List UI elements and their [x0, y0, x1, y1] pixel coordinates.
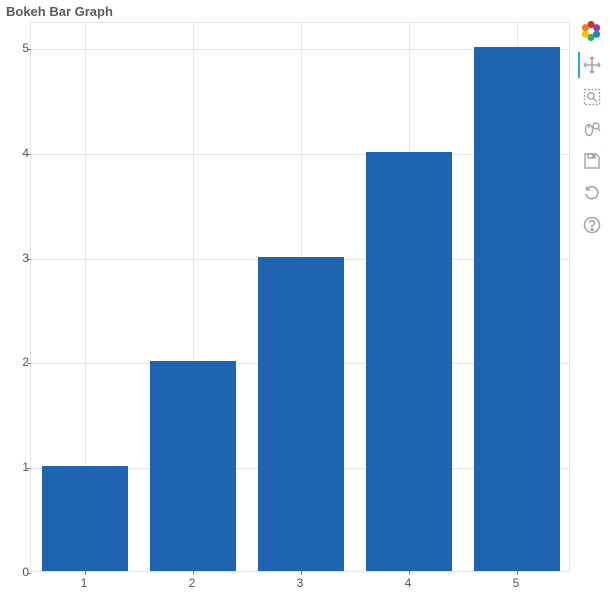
- x-tick-mark: [193, 571, 194, 575]
- bar[interactable]: [150, 361, 236, 571]
- bar[interactable]: [42, 466, 128, 571]
- reset-tool-icon[interactable]: [578, 180, 604, 206]
- plot-area[interactable]: [30, 22, 570, 572]
- y-tick-label: 0: [5, 565, 29, 579]
- help-tool-icon[interactable]: [578, 212, 604, 238]
- chart-title: Bokeh Bar Graph: [6, 4, 113, 19]
- y-tick-label: 4: [5, 146, 29, 160]
- bokeh-logo-icon[interactable]: [580, 20, 602, 42]
- y-tick-label: 2: [5, 355, 29, 369]
- wheel-zoom-tool-icon[interactable]: [578, 116, 604, 142]
- pan-tool-icon[interactable]: [578, 52, 604, 78]
- y-tick-label: 3: [5, 251, 29, 265]
- x-tick-label: 1: [81, 576, 88, 590]
- x-tick-label: 3: [297, 576, 304, 590]
- save-tool-icon[interactable]: [578, 148, 604, 174]
- x-tick-mark: [409, 571, 410, 575]
- bar[interactable]: [366, 152, 452, 571]
- chart-container: Bokeh Bar Graph 0 1 2 3 4 5 1 2 3 4 5: [0, 0, 575, 607]
- y-tick-label: 5: [5, 41, 29, 55]
- box-zoom-tool-icon[interactable]: [578, 84, 604, 110]
- y-tick-label: 1: [5, 460, 29, 474]
- toolbar: [576, 20, 606, 238]
- x-tick-mark: [517, 571, 518, 575]
- x-tick-mark: [85, 571, 86, 575]
- x-tick-label: 5: [513, 576, 520, 590]
- bar[interactable]: [474, 47, 560, 571]
- x-tick-mark: [301, 571, 302, 575]
- bar[interactable]: [258, 257, 344, 571]
- x-tick-label: 2: [189, 576, 196, 590]
- x-tick-label: 4: [405, 576, 412, 590]
